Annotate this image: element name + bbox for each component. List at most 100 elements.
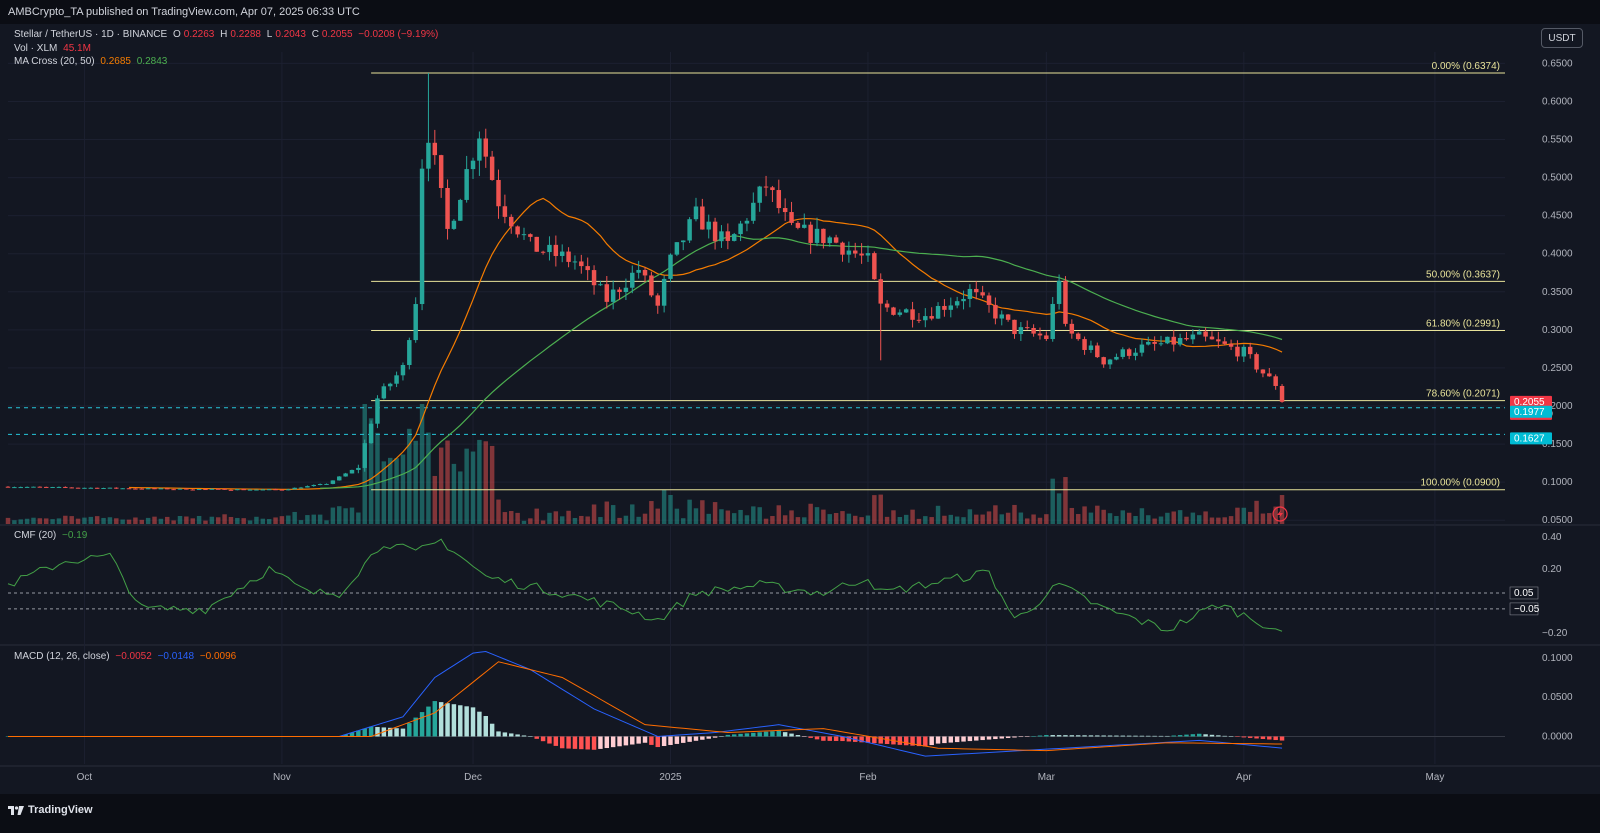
macd-histogram-bar (1107, 735, 1113, 737)
macd-histogram-bar (661, 736, 667, 747)
volume-bar (999, 514, 1004, 524)
volume-bar (1037, 517, 1043, 524)
macd-histogram-bar (986, 736, 992, 740)
candle-body (840, 242, 845, 255)
candle-body (1044, 335, 1049, 340)
volume-bar (260, 518, 266, 524)
volume-bar (1146, 515, 1151, 524)
macd-histogram-bar (948, 736, 954, 743)
volume-bar (5, 517, 11, 524)
candle-body (69, 487, 74, 489)
volume-bar (840, 511, 845, 524)
macd-histogram-bar (375, 727, 380, 737)
volume-bar (502, 512, 508, 524)
candle-body (681, 240, 686, 243)
candle-body (266, 489, 272, 491)
macd-histogram-bar (368, 726, 374, 737)
currency-button[interactable]: USDT (1541, 28, 1583, 48)
cmf-tick-label: −0.20 (1542, 628, 1568, 639)
macd-histogram-bar (668, 736, 673, 745)
tradingview-logo[interactable]: TradingView (8, 804, 93, 816)
candle-body (846, 250, 852, 255)
volume-bar (884, 516, 890, 524)
volume-bar (228, 516, 234, 524)
candle-body (343, 473, 348, 477)
macd-histogram-bar (394, 728, 399, 737)
volume-bar (349, 507, 355, 524)
candle-body (1197, 331, 1202, 335)
volume-bar (1082, 506, 1087, 524)
candle-body (317, 484, 323, 486)
macd-histogram-bar (916, 736, 922, 747)
candle-body (687, 219, 692, 241)
candle-body (496, 179, 501, 207)
open-label: O (172, 29, 181, 40)
candle-body (1209, 336, 1215, 340)
macd-histogram-bar (903, 736, 909, 746)
volume-bar (751, 506, 756, 524)
volume-bar (1050, 478, 1055, 524)
macd-histogram-bar (1044, 735, 1049, 737)
macd-histogram-bar (1158, 735, 1164, 737)
candle-body (528, 234, 533, 237)
ma-legend[interactable]: MA Cross (20, 50) 0.2685 0.2843 (14, 56, 170, 67)
macd-histogram-bar (451, 704, 457, 737)
macd-histogram-bar (693, 736, 699, 741)
volume-bar (706, 513, 711, 524)
candle-body (833, 237, 839, 243)
macd-histogram-bar (528, 736, 533, 737)
chart-svg[interactable]: 0.00% (0.6374) 50.00% (0.3637) 61.80% (0.2… (0, 24, 1600, 794)
cmf-legend[interactable]: CMF (20) −0.19 (14, 530, 90, 541)
volume-bar (196, 515, 202, 524)
volume-bar (585, 516, 590, 524)
candle-body (1012, 319, 1017, 335)
symbol-legend[interactable]: Stellar / TetherUS · 1D · BINANCE O 0.226… (14, 29, 441, 40)
candle-body (37, 486, 43, 488)
candle-body (158, 488, 164, 490)
candle-body (196, 489, 202, 491)
volume-bar (24, 518, 30, 524)
candle-body (1165, 336, 1170, 344)
volume-bar (107, 517, 113, 524)
volume-bar (1254, 500, 1259, 524)
candle-body (802, 224, 807, 228)
candle-body (897, 312, 903, 315)
candle-body (177, 488, 183, 490)
volume-bar (623, 515, 629, 524)
volume-bar (1152, 518, 1157, 524)
candle-body (872, 253, 877, 280)
macd-legend[interactable]: MACD (12, 26, close) −0.0052 −0.0148 −0.… (14, 651, 239, 662)
chart-area[interactable]: 0.00% (0.6374) 50.00% (0.3637) 61.80% (0.2… (0, 24, 1600, 794)
candle-body (515, 226, 520, 235)
candle-body (1095, 345, 1100, 358)
volume-bar (566, 510, 571, 524)
macd-histogram-bar (1254, 736, 1259, 739)
candle-body (477, 138, 482, 161)
time-tick-label: Mar (1038, 772, 1056, 783)
volume-bar (1216, 517, 1221, 524)
candle-body (598, 284, 603, 286)
volume-bar (470, 451, 476, 524)
cmf-tick-label: −0.05 (1514, 604, 1540, 615)
volume-legend[interactable]: Vol · XLM 45.1M (14, 43, 94, 54)
candle-body (1037, 333, 1043, 336)
volume-bar (190, 518, 195, 524)
volume-bar (821, 509, 826, 524)
candle-body (1273, 376, 1278, 386)
volume-bar (419, 404, 425, 524)
macd-histogram-bar (763, 731, 769, 737)
candle-body (1069, 323, 1075, 334)
volume-bar (738, 509, 743, 524)
candle-body (980, 292, 985, 296)
candle-body (929, 316, 934, 319)
volume-bar (1260, 513, 1266, 524)
price-tick-label: 0.1000 (1542, 477, 1573, 488)
volume-bar (649, 501, 654, 524)
macd-label: MACD (12, 26, close) (14, 651, 110, 662)
macd-histogram-bar (438, 702, 444, 737)
candle-body (610, 289, 616, 302)
candle-body (1146, 341, 1151, 345)
candle-body (649, 275, 654, 296)
volume-bar (120, 519, 125, 524)
volume-bar (1158, 516, 1164, 524)
